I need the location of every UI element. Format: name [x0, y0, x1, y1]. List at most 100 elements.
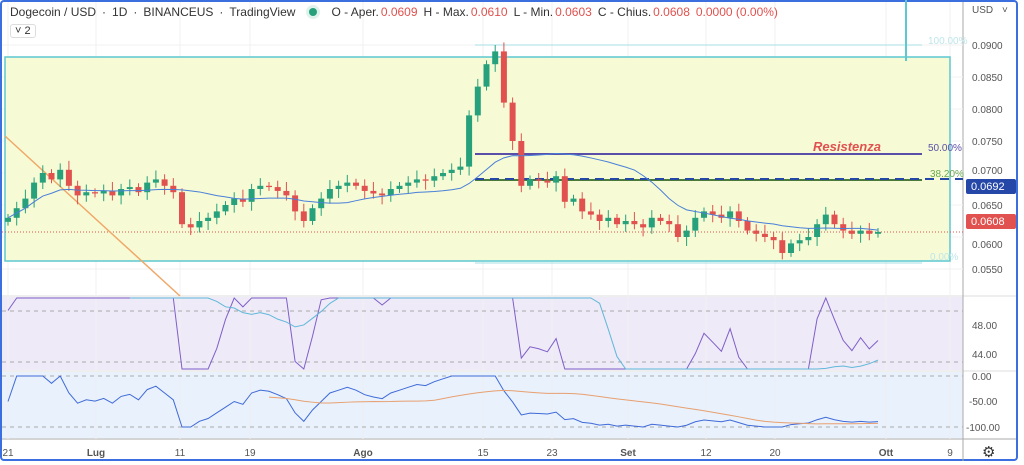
candle — [614, 213, 620, 229]
time-tick: Ott — [879, 448, 894, 459]
candle — [413, 170, 420, 188]
candle — [387, 181, 394, 202]
candle — [457, 157, 464, 175]
candle — [805, 228, 812, 246]
candle — [170, 178, 177, 199]
candle — [761, 224, 768, 243]
candle — [179, 188, 185, 229]
candle — [579, 192, 586, 220]
candle — [735, 203, 742, 228]
candle — [866, 222, 873, 241]
time-tick: 21 — [2, 448, 14, 459]
candle — [353, 178, 359, 190]
exchange: BINANCEUS — [143, 5, 214, 19]
candle — [466, 110, 473, 176]
oscillator-line — [7, 375, 879, 428]
candle — [248, 183, 255, 211]
candle — [31, 177, 38, 208]
candle — [648, 210, 655, 234]
candle — [666, 214, 673, 232]
chevron-down-icon: ˅ — [15, 25, 25, 37]
time-tick: Lug — [87, 448, 105, 459]
time-tick: 19 — [244, 448, 256, 459]
candle — [631, 212, 638, 230]
candle — [875, 228, 881, 238]
symbol-name[interactable]: Dogecoin / USD — [10, 5, 97, 19]
candle — [822, 206, 829, 231]
candle — [5, 213, 11, 226]
chevron-down-icon[interactable]: ˅ — [1002, 5, 1008, 16]
candle — [335, 180, 342, 198]
candle — [74, 180, 81, 205]
candle — [370, 181, 377, 199]
interval[interactable]: 1D — [112, 5, 128, 19]
candle — [231, 192, 238, 213]
price-tick: 0.0850 — [972, 73, 1003, 84]
candle — [92, 188, 98, 198]
candle — [587, 202, 594, 220]
candle — [605, 210, 612, 228]
candle — [701, 207, 707, 222]
candle — [474, 78, 481, 122]
fib-0-label: 0.00% — [930, 252, 958, 263]
candle — [83, 184, 90, 202]
candle — [709, 205, 716, 223]
rsi-ma-line — [129, 297, 879, 370]
candle — [535, 173, 542, 189]
separator: · — [133, 5, 138, 19]
change-value: 0.0000 (0.00%) — [695, 5, 778, 19]
market-status-icon — [309, 8, 318, 16]
candle — [239, 189, 246, 207]
fib-50-label: 50.00% — [928, 143, 962, 154]
candle — [561, 168, 568, 209]
candle — [657, 213, 664, 225]
price-tick: 0.0650 — [972, 201, 1003, 212]
chart-header: Dogecoin / USD · 1D · BINANCEUS · TradingVi… — [10, 5, 778, 19]
indicator-count: 2 — [24, 25, 31, 37]
osc-tick: -100.00 — [966, 423, 1000, 434]
candle — [126, 179, 133, 196]
osc-tick: 0.00 — [972, 372, 992, 383]
candle — [753, 224, 760, 242]
separator: · — [102, 5, 107, 19]
time-tick: 12 — [700, 448, 712, 459]
price-badge-blue-text: 0.0692 — [971, 181, 1005, 193]
candle — [187, 217, 194, 236]
candle — [727, 206, 734, 227]
time-tick: 20 — [769, 448, 781, 459]
candle — [118, 183, 125, 205]
candle — [674, 215, 681, 243]
trend-line[interactable] — [4, 135, 181, 297]
candle — [848, 221, 855, 239]
candle — [779, 232, 786, 260]
candle — [596, 209, 603, 230]
candle — [788, 239, 794, 257]
candle — [48, 169, 55, 184]
currency-selector[interactable]: USD — [972, 5, 993, 16]
candle — [683, 225, 690, 246]
osc-tick: -50.00 — [969, 397, 998, 408]
candle — [405, 176, 412, 194]
candle — [796, 233, 803, 252]
candle — [770, 231, 777, 250]
candle — [152, 170, 159, 188]
candle — [361, 179, 368, 199]
price-badge-red-text: 0.0608 — [971, 216, 1005, 228]
low-value: 0.0603 — [555, 5, 592, 19]
high-value: 0.0610 — [470, 5, 508, 19]
candle — [440, 169, 446, 181]
settings-gear-icon[interactable]: ⚙ — [982, 444, 995, 461]
candle — [196, 212, 203, 233]
separator: · — [219, 5, 224, 19]
price-tick: 0.0600 — [972, 240, 1003, 251]
candle — [744, 217, 751, 235]
collapse-indicators-button[interactable]: ˅ 2 — [10, 24, 36, 38]
rsi-tick: 44.00 — [972, 350, 997, 361]
candle — [527, 175, 533, 190]
time-tick: 23 — [546, 448, 558, 459]
candle — [309, 204, 316, 225]
candle — [283, 181, 290, 201]
candle — [448, 163, 455, 181]
